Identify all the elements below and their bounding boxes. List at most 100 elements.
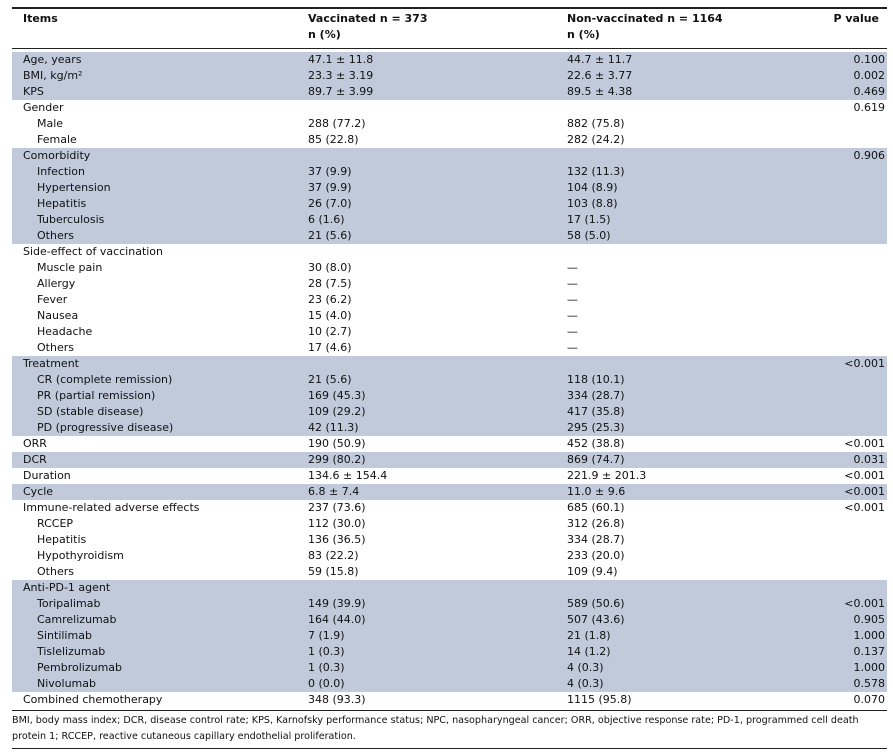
row-item-label: Nivolumab bbox=[37, 677, 96, 690]
row-nonvaccinated-value: 589 (50.6) bbox=[567, 597, 625, 610]
row-nonvaccinated-value: 221.9 ± 201.3 bbox=[567, 469, 647, 482]
row-item-label: Age, years bbox=[23, 53, 82, 66]
table-row: ORR 190 (50.9) 452 (38.8) <0.001 bbox=[12, 436, 887, 452]
table-row: Hypertension 37 (9.9) 104 (8.9) bbox=[12, 180, 887, 196]
row-item-label: Others bbox=[37, 565, 74, 578]
table-row: Tislelizumab 1 (0.3) 14 (1.2) 0.137 bbox=[12, 644, 887, 660]
table-row: Others 17 (4.6) — bbox=[12, 340, 887, 356]
row-nonvaccinated-value: 334 (28.7) bbox=[567, 533, 625, 546]
row-vaccinated-value: 26 (7.0) bbox=[308, 197, 352, 210]
row-item-label: Camrelizumab bbox=[37, 613, 117, 626]
row-vaccinated-value: 7 (1.9) bbox=[308, 629, 345, 642]
row-vaccinated-value: 47.1 ± 11.8 bbox=[308, 53, 374, 66]
table-row: Tuberculosis 6 (1.6) 17 (1.5) bbox=[12, 212, 887, 228]
row-vaccinated-value: 15 (4.0) bbox=[308, 309, 352, 322]
table-row: Combined chemotherapy 348 (93.3) 1115 (95.… bbox=[12, 692, 887, 708]
row-nonvaccinated-value: 869 (74.7) bbox=[567, 453, 625, 466]
row-pvalue: 0.906 bbox=[853, 149, 886, 162]
row-nonvaccinated-value: 89.5 ± 4.38 bbox=[567, 85, 633, 98]
row-vaccinated-value: 37 (9.9) bbox=[308, 165, 352, 178]
row-nonvaccinated-value: 21 (1.8) bbox=[567, 629, 611, 642]
row-vaccinated-value: 134.6 ± 154.4 bbox=[308, 469, 388, 482]
table-row: Camrelizumab 164 (44.0) 507 (43.6) 0.905 bbox=[12, 612, 887, 628]
row-item-label: Combined chemotherapy bbox=[23, 693, 163, 706]
row-item-label: Hypertension bbox=[37, 181, 111, 194]
table-row: Muscle pain 30 (8.0) — bbox=[12, 260, 887, 276]
row-nonvaccinated-value: 44.7 ± 11.7 bbox=[567, 53, 633, 66]
row-pvalue: 0.578 bbox=[853, 677, 886, 690]
table-row: Treatment <0.001 bbox=[12, 356, 887, 372]
header-items: Items bbox=[23, 12, 58, 25]
row-item-label: Muscle pain bbox=[37, 261, 103, 274]
table-row: Infection 37 (9.9) 132 (11.3) bbox=[12, 164, 887, 180]
table-row: RCCEP 112 (30.0) 312 (26.8) bbox=[12, 516, 887, 532]
header-rule bbox=[12, 48, 887, 49]
row-pvalue: 0.002 bbox=[853, 69, 886, 82]
row-item-label: Hepatitis bbox=[37, 533, 87, 546]
row-vaccinated-value: 288 (77.2) bbox=[308, 117, 366, 130]
row-item-label: Others bbox=[37, 229, 74, 242]
row-vaccinated-value: 169 (45.3) bbox=[308, 389, 366, 402]
table-row: SD (stable disease) 109 (29.2) 417 (35.8) bbox=[12, 404, 887, 420]
row-pvalue: 0.100 bbox=[853, 53, 886, 66]
row-pvalue: <0.001 bbox=[844, 501, 885, 514]
table-body: Age, years 47.1 ± 11.8 44.7 ± 11.7 0.100 BMI… bbox=[12, 52, 887, 708]
row-vaccinated-value: 1 (0.3) bbox=[308, 661, 345, 674]
row-nonvaccinated-value: 452 (38.8) bbox=[567, 437, 625, 450]
row-pvalue: 0.031 bbox=[853, 453, 886, 466]
end-rule bbox=[12, 748, 887, 749]
row-item-label: Duration bbox=[23, 469, 71, 482]
row-item-label: BMI, kg/m² bbox=[23, 69, 83, 82]
row-pvalue: <0.001 bbox=[844, 357, 885, 370]
row-pvalue: 0.905 bbox=[853, 613, 886, 626]
row-item-label: PR (partial remission) bbox=[37, 389, 156, 402]
table-row: Toripalimab 149 (39.9) 589 (50.6) <0.001 bbox=[12, 596, 887, 612]
row-pvalue: <0.001 bbox=[844, 485, 885, 498]
table-row: Pembrolizumab 1 (0.3) 4 (0.3) 1.000 bbox=[12, 660, 887, 676]
table-row: Sintilimab 7 (1.9) 21 (1.8) 1.000 bbox=[12, 628, 887, 644]
row-item-label: Sintilimab bbox=[37, 629, 92, 642]
row-nonvaccinated-value: 282 (24.2) bbox=[567, 133, 625, 146]
row-item-label: Nausea bbox=[37, 309, 79, 322]
row-nonvaccinated-value: 109 (9.4) bbox=[567, 565, 618, 578]
row-item-label: Fever bbox=[37, 293, 68, 306]
row-vaccinated-value: 85 (22.8) bbox=[308, 133, 359, 146]
row-item-label: Treatment bbox=[23, 357, 79, 370]
table-row: Comorbidity 0.906 bbox=[12, 148, 887, 164]
row-nonvaccinated-value: 104 (8.9) bbox=[567, 181, 618, 194]
row-item-label: Male bbox=[37, 117, 64, 130]
row-nonvaccinated-value: 417 (35.8) bbox=[567, 405, 625, 418]
row-vaccinated-value: 28 (7.5) bbox=[308, 277, 352, 290]
header-vaccinated-sub: n (%) bbox=[308, 28, 341, 41]
row-nonvaccinated-value: 103 (8.8) bbox=[567, 197, 618, 210]
row-vaccinated-value: 136 (36.5) bbox=[308, 533, 366, 546]
row-item-label: ORR bbox=[23, 437, 47, 450]
table-row: DCR 299 (80.2) 869 (74.7) 0.031 bbox=[12, 452, 887, 468]
table-row: Gender 0.619 bbox=[12, 100, 887, 116]
table-row: BMI, kg/m² 23.3 ± 3.19 22.6 ± 3.77 0.002 bbox=[12, 68, 887, 84]
row-vaccinated-value: 59 (15.8) bbox=[308, 565, 359, 578]
table-row: PR (partial remission) 169 (45.3) 334 (28.… bbox=[12, 388, 887, 404]
row-vaccinated-value: 21 (5.6) bbox=[308, 373, 352, 386]
row-nonvaccinated-value: — bbox=[567, 325, 578, 338]
row-nonvaccinated-value: — bbox=[567, 277, 578, 290]
row-vaccinated-value: 6 (1.6) bbox=[308, 213, 345, 226]
table-row: Hypothyroidism 83 (22.2) 233 (20.0) bbox=[12, 548, 887, 564]
row-item-label: KPS bbox=[23, 85, 44, 98]
header-vaccinated: Vaccinated n = 373 n (%) bbox=[308, 11, 428, 43]
row-vaccinated-value: 0 (0.0) bbox=[308, 677, 345, 690]
row-item-label: CR (complete remission) bbox=[37, 373, 173, 386]
row-pvalue: 0.137 bbox=[853, 645, 886, 658]
row-nonvaccinated-value: — bbox=[567, 309, 578, 322]
row-item-label: Toripalimab bbox=[37, 597, 101, 610]
row-pvalue: 1.000 bbox=[853, 661, 886, 674]
row-nonvaccinated-value: 507 (43.6) bbox=[567, 613, 625, 626]
row-nonvaccinated-value: 11.0 ± 9.6 bbox=[567, 485, 626, 498]
row-item-label: Pembrolizumab bbox=[37, 661, 123, 674]
table-row: Hepatitis 136 (36.5) 334 (28.7) bbox=[12, 532, 887, 548]
row-nonvaccinated-value: — bbox=[567, 261, 578, 274]
row-vaccinated-value: 299 (80.2) bbox=[308, 453, 366, 466]
header-pvalue: P value bbox=[833, 12, 879, 25]
top-rule bbox=[12, 7, 887, 9]
